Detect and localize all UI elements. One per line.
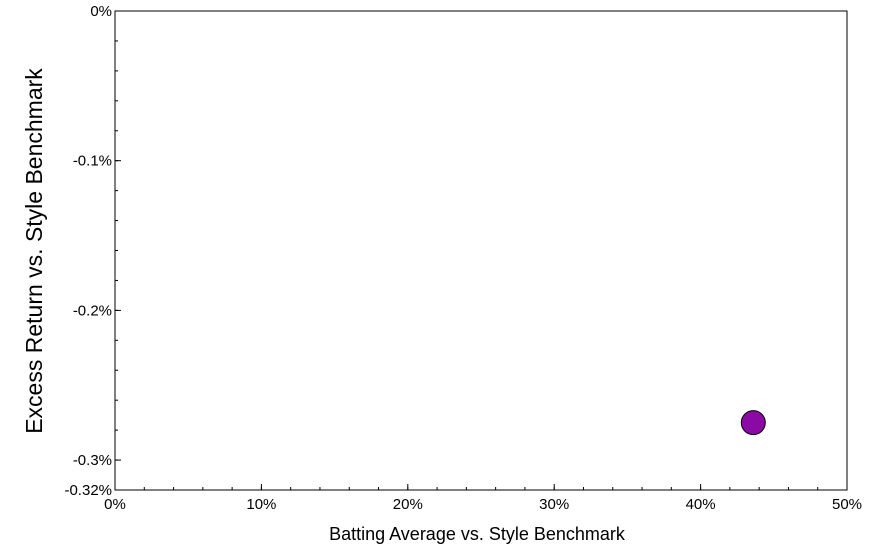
y-axis-title: Excess Return vs. Style Benchmark (21, 68, 47, 434)
x-tick-label: 10% (246, 496, 276, 513)
x-tick-label: 20% (393, 496, 423, 513)
y-tick-label: -0.2% (73, 302, 112, 319)
x-tick-labels: 0% 10% 20% 30% 40% 50% (104, 496, 862, 513)
data-point (740, 410, 766, 436)
y-tick-label: -0.32% (64, 482, 112, 499)
x-tick-label: 30% (539, 496, 569, 513)
x-axis-title: Batting Average vs. Style Benchmark (329, 524, 626, 544)
data-points (740, 410, 766, 436)
x-tick-label: 40% (686, 496, 716, 513)
y-tick-label: 0% (90, 3, 112, 20)
y-tick-labels: 0% -0.1% -0.2% -0.3% -0.32% (64, 3, 112, 499)
y-tick-label: -0.3% (73, 452, 112, 469)
plot-area (114, 10, 848, 491)
x-tick-label: 0% (104, 496, 126, 513)
y-tick-label: -0.1% (73, 153, 112, 170)
major-ticks (114, 10, 848, 491)
x-tick-label: 50% (832, 496, 862, 513)
